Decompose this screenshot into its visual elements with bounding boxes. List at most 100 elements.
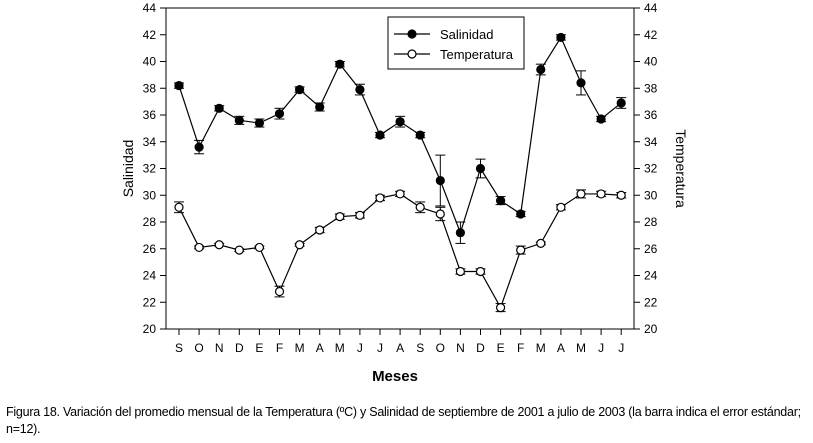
y-axis-title-right: Temperatura (673, 129, 689, 208)
y-tick-label-left: 34 (143, 135, 157, 149)
data-point-salinidad (455, 228, 465, 238)
y-tick-label-right: 34 (644, 135, 658, 149)
x-tick-label: D (235, 341, 244, 355)
legend-marker (407, 29, 417, 39)
x-tick-label: A (396, 341, 404, 355)
legend-label-temperatura: Temperatura (440, 47, 514, 62)
data-point-temperatura (496, 303, 506, 313)
x-tick-label: A (557, 341, 565, 355)
data-point-salinidad (254, 118, 264, 128)
x-tick-label: O (436, 341, 445, 355)
y-tick-label-right: 38 (644, 81, 658, 95)
y-tick-label-left: 36 (143, 108, 157, 122)
data-point-temperatura (214, 240, 224, 250)
data-point-temperatura (295, 240, 305, 250)
x-axis-title: Meses (372, 368, 418, 385)
data-point-salinidad (274, 109, 285, 119)
x-tick-label: M (335, 341, 345, 355)
y-tick-label-left: 20 (143, 322, 157, 336)
y-tick-label-right: 36 (644, 108, 658, 122)
y-tick-label-right: 24 (644, 269, 658, 283)
x-tick-label: N (215, 341, 224, 355)
y-tick-label-left: 22 (143, 295, 157, 309)
series-line-temperatura (178, 193, 622, 310)
x-tick-label: E (255, 341, 263, 355)
legend-box (387, 16, 525, 70)
data-point-salinidad (496, 196, 506, 206)
figure-caption: Figura 18. Variación del promedio mensua… (6, 405, 801, 436)
legend-label-salinidad: Salinidad (440, 27, 494, 42)
data-point-temperatura (274, 286, 285, 297)
data-point-salinidad (174, 80, 184, 91)
x-tick-label: A (316, 341, 324, 355)
data-point-temperatura (254, 242, 264, 253)
data-point-salinidad (295, 84, 305, 95)
x-tick-label: O (194, 341, 203, 355)
x-tick-label: F (517, 341, 524, 355)
y-tick-label-left: 24 (143, 269, 157, 283)
x-tick-label: M (536, 341, 546, 355)
y-tick-label-left: 26 (143, 242, 157, 256)
data-point-salinidad (415, 130, 425, 140)
data-point-temperatura (475, 266, 486, 277)
x-tick-label: D (476, 341, 485, 355)
data-point-temperatura (536, 238, 546, 248)
data-point-salinidad (435, 175, 445, 186)
y-axis-title-left: Salinidad (120, 140, 136, 198)
y-tick-label-right: 22 (644, 295, 658, 309)
data-point-temperatura (455, 266, 465, 277)
y-tick-label-right: 26 (644, 242, 658, 256)
legend-marker (407, 49, 417, 59)
data-point-salinidad (335, 59, 345, 69)
y-tick-label-left: 30 (143, 188, 157, 202)
data-point-temperatura (596, 189, 606, 199)
y-tick-label-right: 44 (644, 1, 658, 15)
data-point-temperatura (174, 202, 184, 212)
data-point-temperatura (556, 202, 566, 212)
data-point-salinidad (556, 32, 566, 43)
data-point-salinidad (194, 142, 204, 152)
data-point-salinidad (234, 115, 244, 125)
y-tick-label-left: 44 (143, 1, 157, 15)
x-tick-label: J (377, 341, 383, 355)
data-point-salinidad (576, 78, 586, 88)
y-tick-label-right: 20 (644, 322, 658, 336)
data-point-salinidad (375, 130, 385, 140)
data-point-temperatura (576, 189, 586, 199)
data-point-temperatura (194, 242, 204, 253)
y-tick-label-left: 40 (143, 55, 157, 69)
data-point-salinidad (355, 84, 365, 95)
data-point-salinidad (536, 64, 546, 75)
x-tick-label: J (357, 341, 363, 355)
y-tick-label-left: 32 (143, 162, 157, 176)
x-tick-label: S (175, 341, 183, 355)
data-point-temperatura (355, 210, 365, 220)
y-tick-label-right: 40 (644, 55, 658, 69)
x-tick-label: M (295, 341, 305, 355)
x-tick-label: M (576, 341, 586, 355)
data-point-salinidad (315, 102, 325, 112)
data-point-temperatura (395, 189, 405, 199)
data-point-temperatura (616, 190, 626, 200)
data-point-salinidad (616, 98, 626, 108)
data-point-salinidad (475, 163, 486, 174)
data-point-temperatura (516, 245, 526, 255)
data-point-salinidad (596, 114, 606, 124)
y-tick-label-left: 38 (143, 81, 157, 95)
data-point-salinidad (214, 103, 224, 113)
x-tick-label: N (456, 341, 465, 355)
chart: 20 20 22 22 24 24 26 26 28 28 30 30 32 32 34 34 36 36 38 38… (120, 1, 689, 385)
data-point-temperatura (315, 225, 325, 235)
x-tick-label: S (416, 341, 424, 355)
y-tick-label-right: 28 (644, 215, 658, 229)
y-tick-label-right: 32 (644, 162, 658, 176)
data-point-temperatura (335, 212, 345, 222)
x-tick-label: J (618, 341, 624, 355)
y-tick-label-right: 30 (644, 188, 658, 202)
x-tick-label: E (497, 341, 505, 355)
data-point-salinidad (516, 209, 526, 219)
data-point-temperatura (375, 193, 385, 203)
x-tick-label: J (598, 341, 604, 355)
data-point-temperatura (415, 202, 425, 212)
data-point-temperatura (435, 209, 445, 219)
